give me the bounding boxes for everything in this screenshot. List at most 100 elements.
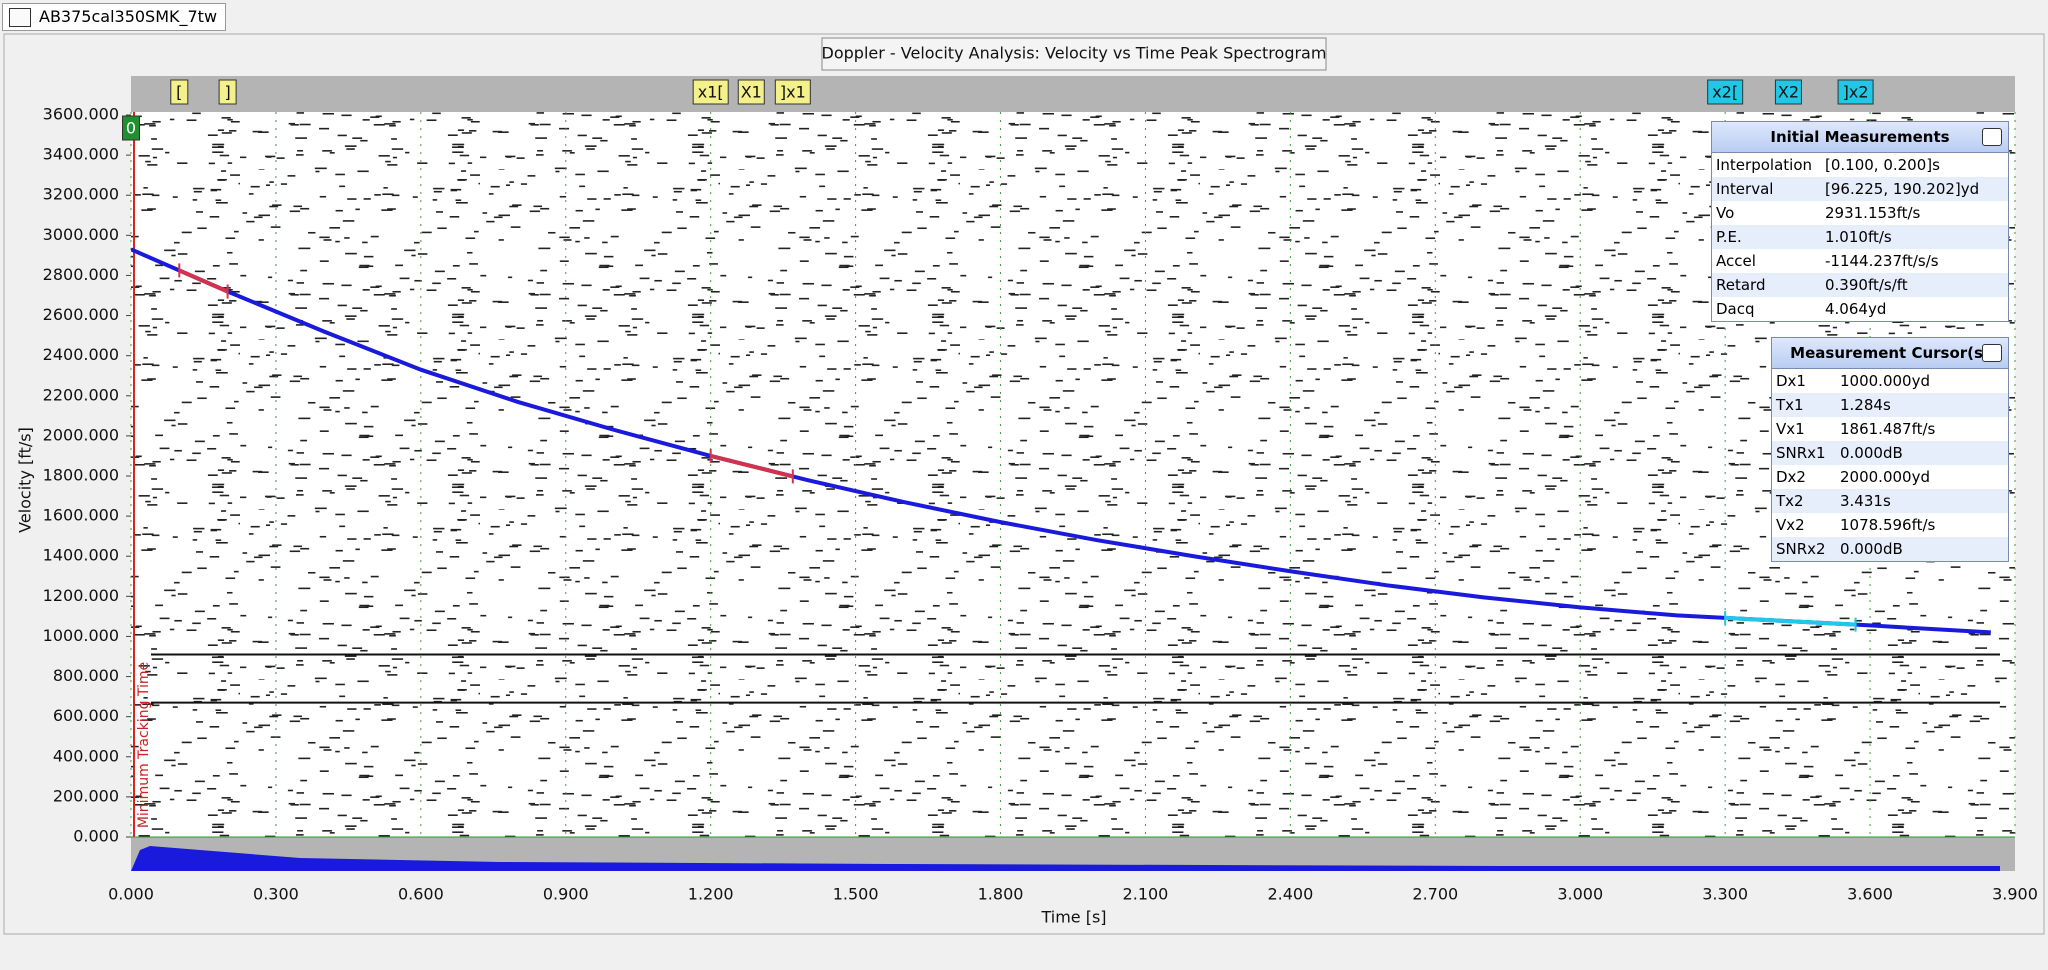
row-value: 4.064yd bbox=[1825, 300, 1887, 318]
row-label: SNRx1 bbox=[1776, 444, 1826, 462]
marker-label: ]x2 bbox=[1843, 83, 1869, 102]
minimize-button[interactable] bbox=[1982, 344, 2002, 362]
row-value: 1078.596ft/s bbox=[1840, 516, 1936, 534]
panel-row: Dx1 1000.000yd bbox=[1772, 369, 2008, 393]
y-tick-label: 400.000 bbox=[53, 746, 119, 765]
marker-label: X2 bbox=[1778, 83, 1799, 102]
panel-title: Measurement Cursor(s) bbox=[1790, 344, 1990, 362]
tab-title: AB375cal350SMK_7tw bbox=[39, 7, 218, 26]
x-tick-label: 2.400 bbox=[1267, 885, 1313, 904]
marker-label: X1 bbox=[741, 83, 762, 102]
tab-icon bbox=[9, 8, 31, 27]
y-tick-label: 2200.000 bbox=[43, 385, 119, 404]
row-label: Dx2 bbox=[1776, 468, 1806, 486]
marker-flag bbox=[218, 79, 237, 105]
spectrogram-noise bbox=[131, 112, 2015, 837]
x-tick-label: 0.600 bbox=[398, 885, 444, 904]
x-tick-label: 3.900 bbox=[1992, 885, 2038, 904]
x-tick-label: 2.700 bbox=[1412, 885, 1458, 904]
marker-flag bbox=[1707, 79, 1744, 105]
y-tick-label: 1400.000 bbox=[43, 546, 119, 565]
title-box bbox=[821, 37, 1327, 71]
panel-row: Vo 2931.153ft/s bbox=[1712, 201, 2008, 225]
cursor-segment bbox=[178, 268, 229, 294]
row-value: 1.284s bbox=[1840, 396, 1891, 414]
panel-row: Retard 0.390ft/s/ft bbox=[1712, 273, 2008, 297]
y-tick-label: 800.000 bbox=[53, 666, 119, 685]
y-tick-label: 600.000 bbox=[53, 706, 119, 725]
marker-flag bbox=[1837, 79, 1874, 105]
x-tick-label: 0.900 bbox=[543, 885, 589, 904]
x-tick-label: 3.000 bbox=[1557, 885, 1603, 904]
x-tick-label: 0.300 bbox=[253, 885, 299, 904]
panel-title: Initial Measurements bbox=[1770, 128, 1950, 146]
row-label: P.E. bbox=[1716, 228, 1742, 246]
row-value: 2931.153ft/s bbox=[1825, 204, 1921, 222]
cursor-segment bbox=[710, 454, 794, 479]
y-tick-label: 1600.000 bbox=[43, 506, 119, 525]
app-window: AB375cal350SMK_7tw Doppler - Velocity An… bbox=[2, 3, 2045, 935]
y-tick-label: 3000.000 bbox=[43, 225, 119, 244]
marker-label: ]x1 bbox=[780, 83, 806, 102]
y-tick-label: 2000.000 bbox=[43, 425, 119, 444]
row-value: 2000.000yd bbox=[1840, 468, 1930, 486]
row-label: Retard bbox=[1716, 276, 1766, 294]
row-value: 0.000dB bbox=[1840, 444, 1903, 462]
panel-row: SNRx1 0.000dB bbox=[1772, 441, 2008, 465]
row-label: Vo bbox=[1716, 204, 1735, 222]
row-value: 0.000dB bbox=[1840, 540, 1903, 558]
y-axis-label: Velocity [ft/s] bbox=[16, 427, 35, 533]
row-label: SNRx2 bbox=[1776, 540, 1826, 558]
panel-row: Vx2 1078.596ft/s bbox=[1772, 513, 2008, 537]
row-value: 1861.487ft/s bbox=[1840, 420, 1936, 438]
y-tick-label: 1200.000 bbox=[43, 586, 119, 605]
x-tick-label: 3.300 bbox=[1702, 885, 1748, 904]
row-value: 1.010ft/s bbox=[1825, 228, 1892, 246]
measurement-panel: Initial Measurements Interpolation [0.100,… bbox=[1711, 121, 2009, 322]
row-value: 0.390ft/s/ft bbox=[1825, 276, 1908, 294]
row-label: Vx2 bbox=[1776, 516, 1805, 534]
x-tick-label: 0.000 bbox=[108, 885, 154, 904]
minimize-button[interactable] bbox=[1982, 128, 2002, 146]
row-value: [96.225, 190.202]yd bbox=[1825, 180, 1980, 198]
x-tick-label: 3.600 bbox=[1847, 885, 1893, 904]
y-tick-label: 1000.000 bbox=[43, 626, 119, 645]
row-label: Interval bbox=[1716, 180, 1774, 198]
row-label: Accel bbox=[1716, 252, 1756, 270]
chart: Doppler - Velocity Analysis: Velocity vs… bbox=[3, 33, 2045, 935]
x-tick-label: 1.800 bbox=[978, 885, 1024, 904]
amplitude-trace bbox=[131, 846, 2000, 871]
row-label: Interpolation bbox=[1716, 156, 1812, 174]
panel-row: Tx2 3.431s bbox=[1772, 489, 2008, 513]
marker-flag bbox=[774, 79, 811, 105]
panel-row: SNRx2 0.000dB bbox=[1772, 537, 2008, 561]
y-tick-label: 2800.000 bbox=[43, 265, 119, 284]
marker-label: 0 bbox=[126, 119, 136, 138]
document-tab[interactable]: AB375cal350SMK_7tw bbox=[2, 3, 227, 31]
panel-row: Interpolation [0.100, 0.200]s bbox=[1712, 153, 2008, 177]
row-label: Tx1 bbox=[1776, 396, 1804, 414]
row-value: 3.431s bbox=[1840, 492, 1891, 510]
panel-row: Interval [96.225, 190.202]yd bbox=[1712, 177, 2008, 201]
y-tick-label: 2400.000 bbox=[43, 345, 119, 364]
marker-flag bbox=[170, 79, 189, 105]
y-tick-label: 200.000 bbox=[53, 786, 119, 805]
y-tick-label: 1800.000 bbox=[43, 466, 119, 485]
row-label: Tx2 bbox=[1776, 492, 1804, 510]
marker-label: [ bbox=[176, 83, 182, 102]
y-tick-label: 3400.000 bbox=[43, 145, 119, 164]
panel-row: Dacq 4.064yd bbox=[1712, 297, 2008, 321]
min-tracking-label: Minimum Tracking Time bbox=[136, 662, 152, 828]
y-tick-label: 0.000 bbox=[73, 827, 119, 846]
y-tick-label: 2600.000 bbox=[43, 305, 119, 324]
x-axis-label: Time [s] bbox=[1040, 908, 1106, 927]
x-tick-label: 1.500 bbox=[833, 885, 879, 904]
y-tick-label: 3200.000 bbox=[43, 185, 119, 204]
row-label: Dx1 bbox=[1776, 372, 1806, 390]
row-value: 1000.000yd bbox=[1840, 372, 1930, 390]
x-tick-label: 1.200 bbox=[688, 885, 734, 904]
row-value: [0.100, 0.200]s bbox=[1825, 156, 1940, 174]
panel-row: Accel -1144.237ft/s/s bbox=[1712, 249, 2008, 273]
chart-title: Doppler - Velocity Analysis: Velocity vs… bbox=[822, 44, 1327, 63]
panel-row: Tx1 1.284s bbox=[1772, 393, 2008, 417]
